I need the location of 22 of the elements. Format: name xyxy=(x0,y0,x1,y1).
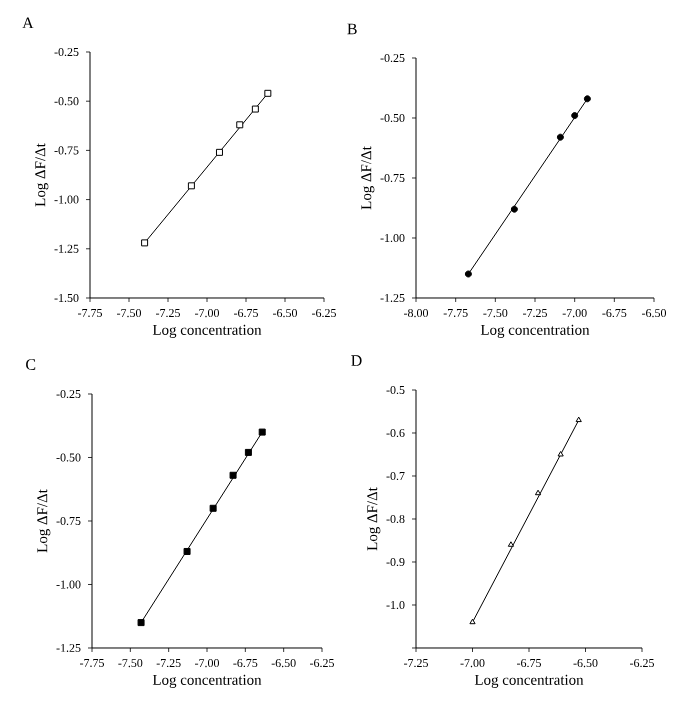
point xyxy=(187,182,195,190)
point xyxy=(264,89,272,97)
point xyxy=(557,451,564,457)
point xyxy=(137,619,145,627)
point xyxy=(229,471,237,479)
point xyxy=(236,121,244,129)
point xyxy=(251,105,259,113)
point xyxy=(583,95,591,103)
point xyxy=(575,416,582,423)
point xyxy=(556,133,564,141)
point xyxy=(244,448,252,456)
point xyxy=(141,239,149,247)
point xyxy=(507,541,515,547)
point xyxy=(571,112,579,120)
point xyxy=(258,428,266,436)
point xyxy=(215,148,223,156)
point xyxy=(469,618,476,625)
point xyxy=(209,504,217,512)
point xyxy=(510,205,518,213)
point xyxy=(183,547,191,555)
point xyxy=(534,489,542,496)
point xyxy=(464,270,472,278)
